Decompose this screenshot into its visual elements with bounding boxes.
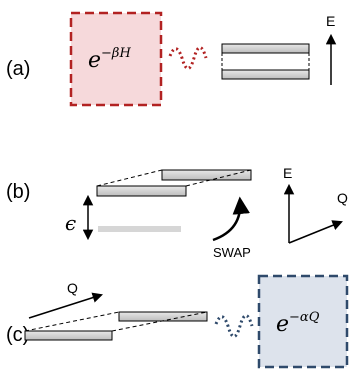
panel-a: (a) e−βH E	[6, 11, 337, 107]
panel-c-label: (c)	[6, 324, 29, 346]
swap-label: SWAP	[213, 245, 251, 260]
q-direction-arrow	[28, 292, 104, 319]
axis-q-label: Q	[337, 190, 348, 206]
swap-level-upper	[161, 169, 252, 181]
reservoir-c-expression: e−αQ	[276, 310, 320, 337]
swap-arrow	[212, 196, 250, 242]
coupling-wave-c	[214, 314, 254, 338]
swap-level-lower	[96, 185, 187, 197]
panel-b-label: (b)	[6, 181, 30, 203]
charge-level-upper	[118, 311, 208, 322]
panel-a-label: (a)	[6, 58, 30, 80]
reservoir-a-expression: e−βH	[88, 46, 131, 73]
ghost-level	[98, 226, 181, 232]
charge-reservoir-box	[257, 274, 349, 369]
charge-level-lower	[24, 330, 113, 341]
panel-c: (c) Q e−αQ	[6, 274, 349, 369]
panel-b: (b) ϵ SWAP E Q	[6, 165, 348, 260]
energy-level-lower	[221, 69, 310, 80]
energy-level-upper	[221, 43, 310, 54]
swap-connector-left	[96, 169, 163, 187]
energy-axis-label: E	[326, 13, 335, 29]
epsilon-label: ϵ	[65, 211, 76, 235]
axis-q-arrow	[288, 220, 343, 244]
coupling-wave-a	[168, 46, 208, 70]
charge-connector-left	[24, 311, 120, 332]
thermal-reservoir-box	[69, 11, 163, 107]
q-direction-label: Q	[67, 280, 78, 296]
charge-connector-right	[111, 311, 208, 332]
axis-e-label: E	[283, 165, 292, 181]
